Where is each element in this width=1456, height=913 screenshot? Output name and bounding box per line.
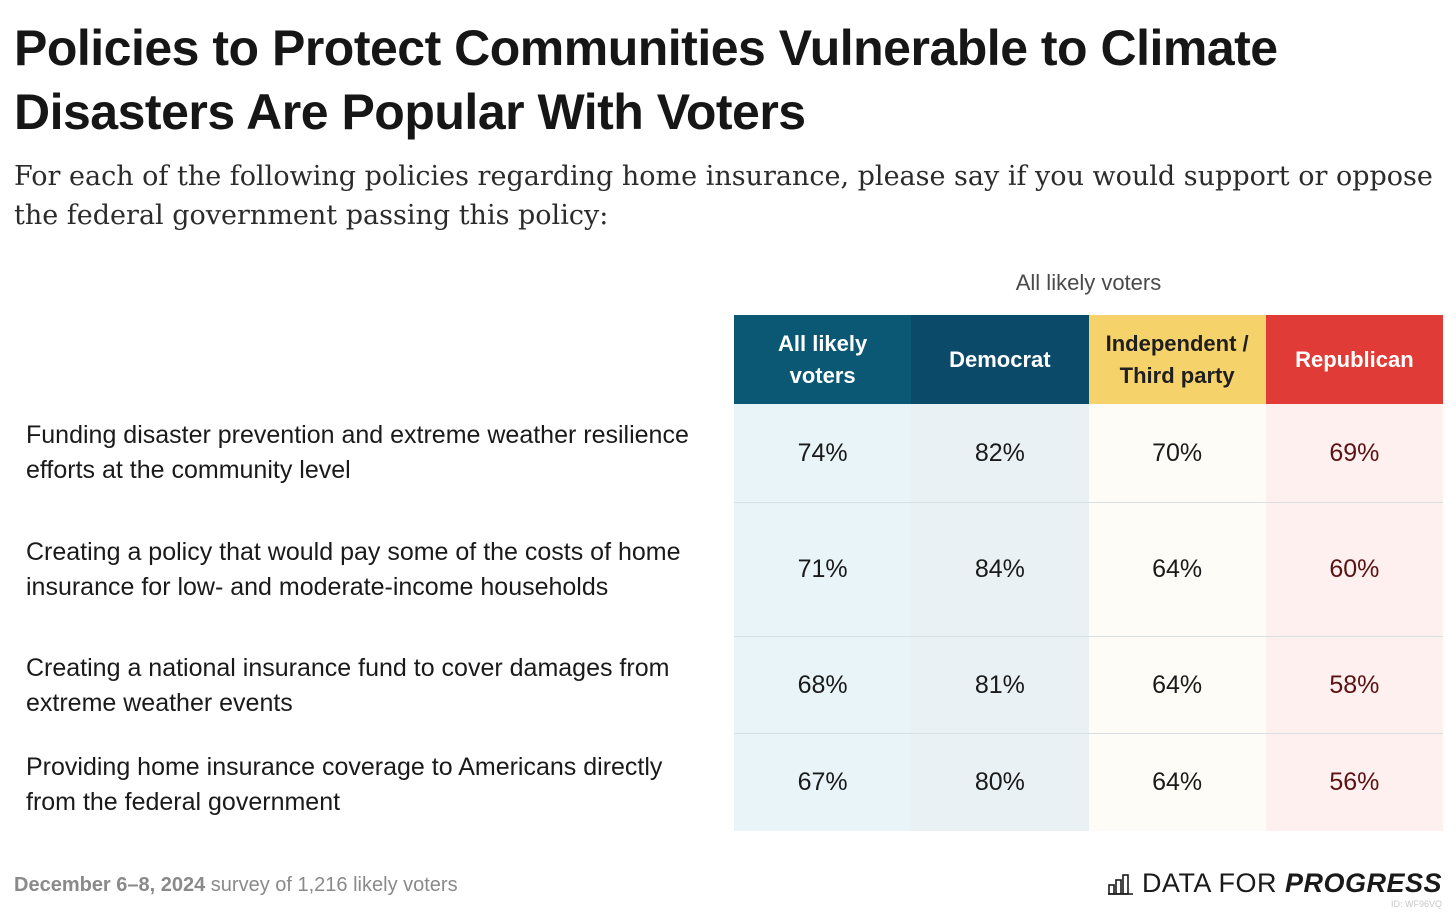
policy-label-text: Creating a national insurance fund to co… <box>26 654 670 717</box>
survey-details: survey of 1,216 likely voters <box>205 874 458 896</box>
header-all-likely-voters: All likely voters <box>734 315 912 404</box>
bar-chart-icon <box>1107 873 1133 895</box>
header-democrat: Democrat <box>911 315 1089 404</box>
policy-label-text: Providing home insurance coverage to Ame… <box>26 752 663 816</box>
policy-label-text: Creating a policy that would pay some of… <box>26 537 681 601</box>
value-cell: 58% <box>1265 637 1443 733</box>
value-cell: 67% <box>734 734 912 831</box>
table-row: 67% 80% 64% 56% <box>734 733 1443 831</box>
survey-date: December 6–8, 2024 <box>14 874 206 896</box>
value-cell: 69% <box>1265 404 1443 502</box>
value-cell: 60% <box>1265 503 1443 636</box>
value-cell: 84% <box>911 503 1089 636</box>
footer-note: December 6–8, 2024 survey of 1,216 likel… <box>14 874 458 897</box>
table-row: 68% 81% 64% 58% <box>734 636 1443 733</box>
table-body: 74% 82% 70% 69% 71% 84% 64% 60% 68% 81% 64% 58% 67% 8… <box>734 404 1443 831</box>
logo-text-light: DATA FOR <box>1141 868 1277 898</box>
policy-row-label: Creating a policy that would pay some of… <box>26 502 716 637</box>
value-cell: 74% <box>734 404 912 502</box>
policy-label-text: Funding disaster prevention and extreme … <box>26 421 689 484</box>
policy-row-label: Funding disaster prevention and extreme … <box>26 404 716 502</box>
chart-subtitle: For each of the following policies regar… <box>14 161 1433 231</box>
value-cell: 82% <box>911 404 1089 502</box>
value-cell: 64% <box>1088 734 1266 831</box>
value-cell: 64% <box>1088 503 1266 636</box>
chart-id: ID: WF96VQ <box>1390 899 1442 909</box>
policy-row-label: Providing home insurance coverage to Ame… <box>26 735 716 834</box>
header-republican: Republican <box>1265 315 1443 404</box>
header-independent: Independent / Third party <box>1088 315 1266 404</box>
chart-title: Policies to Protect Communities Vulnerab… <box>14 20 1278 140</box>
value-cell: 71% <box>734 503 912 636</box>
results-table: All likely voters Democrat Independent /… <box>734 315 1443 831</box>
column-group-label: All likely voters <box>1015 270 1162 295</box>
table-header-row: All likely voters Democrat Independent /… <box>734 315 1443 404</box>
value-cell: 80% <box>911 734 1089 831</box>
logo-text-strong: PROGRESS <box>1284 868 1442 898</box>
table-row: 74% 82% 70% 69% <box>734 404 1443 502</box>
data-for-progress-logo: DATA FOR PROGRESS <box>1107 868 1442 899</box>
value-cell: 68% <box>734 637 912 733</box>
value-cell: 70% <box>1088 404 1266 502</box>
value-cell: 64% <box>1088 637 1266 733</box>
value-cell: 56% <box>1265 734 1443 831</box>
policy-labels: Funding disaster prevention and extreme … <box>26 404 716 834</box>
table-row: 71% 84% 64% 60% <box>734 502 1443 636</box>
policy-row-label: Creating a national insurance fund to co… <box>26 637 716 735</box>
value-cell: 81% <box>911 637 1089 733</box>
